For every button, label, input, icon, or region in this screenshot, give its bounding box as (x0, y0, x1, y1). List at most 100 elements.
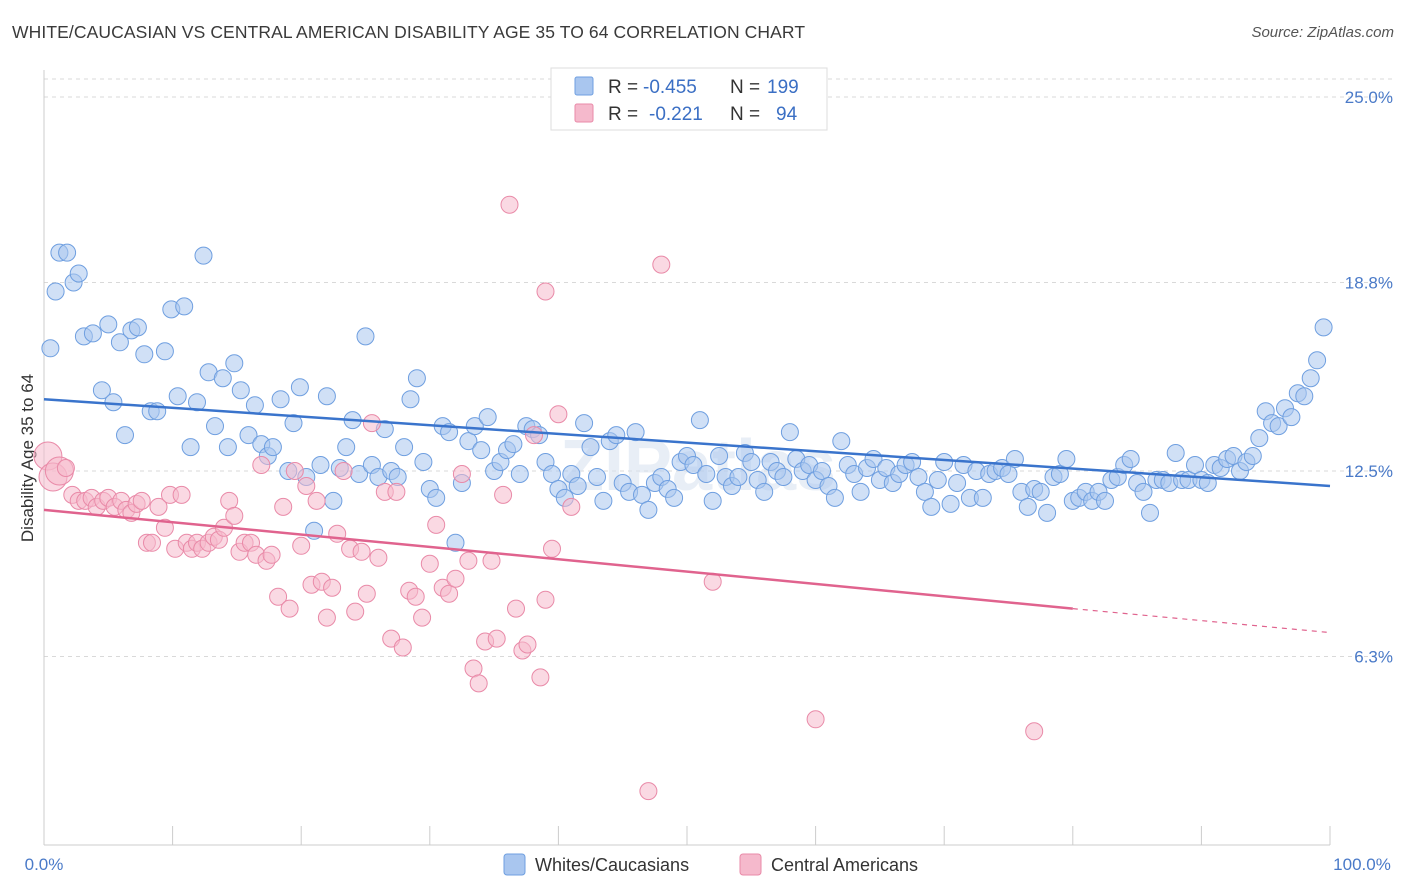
data-point (774, 468, 793, 486)
data-point (594, 491, 613, 510)
data-point (1096, 491, 1114, 510)
x-tick-label-min: 0.0% (25, 855, 64, 874)
data-point (452, 465, 471, 483)
data-point (262, 545, 281, 564)
data-point (407, 369, 426, 388)
data-point (388, 468, 407, 486)
y-tick-label: 12.5% (1345, 462, 1393, 481)
data-point (922, 497, 941, 516)
data-point (633, 485, 651, 504)
data-point (406, 587, 425, 606)
data-point (323, 578, 342, 597)
x-ticks (43, 826, 1331, 845)
data-point (1025, 722, 1044, 741)
data-point (1050, 465, 1069, 483)
data-point (324, 491, 343, 510)
data-point (427, 488, 446, 507)
data-point (536, 282, 555, 301)
data-point (155, 342, 174, 361)
data-point (1141, 503, 1159, 522)
data-point (395, 438, 414, 457)
data-point (1031, 482, 1050, 501)
data-point (494, 485, 513, 504)
data-point (948, 474, 967, 492)
data-point (469, 674, 488, 693)
data-point (56, 459, 75, 477)
data-point (369, 548, 388, 567)
data-point (935, 453, 954, 471)
data-point (684, 456, 703, 474)
data-point (252, 456, 271, 474)
data-point (999, 465, 1018, 483)
series-legend: Whites/Caucasians Central Americans (503, 853, 918, 876)
data-point (128, 318, 147, 337)
data-point (639, 782, 658, 801)
data-point (175, 297, 194, 316)
data-point (562, 497, 581, 516)
data-point (909, 468, 928, 486)
data-point (780, 423, 799, 442)
data-point (1314, 318, 1333, 337)
data-point (387, 482, 406, 501)
data-point (507, 599, 525, 618)
data-point (446, 569, 465, 588)
legend-r-value-blue: -0.455 (643, 77, 697, 98)
chart-title: WHITE/CAUCASIAN VS CENTRAL AMERICAN DISA… (12, 22, 806, 42)
data-point (446, 533, 465, 552)
data-point (172, 485, 191, 504)
correlation-legend: R = -0.455 N = 199 R = -0.221 N = 94 (550, 67, 828, 131)
data-point (478, 408, 497, 427)
data-point (132, 491, 151, 510)
data-point (271, 390, 290, 409)
data-point (110, 333, 129, 352)
data-point (307, 491, 326, 510)
data-point (504, 435, 523, 454)
source-label: Source: ZipAtlas.com (1251, 24, 1394, 41)
data-point (218, 438, 237, 457)
data-point (652, 255, 671, 274)
data-point (168, 387, 187, 406)
data-point (928, 471, 947, 489)
data-point (525, 426, 543, 445)
data-point (1038, 503, 1057, 522)
data-point (500, 195, 519, 214)
data-point (581, 438, 600, 457)
data-point (1134, 482, 1153, 501)
data-point (607, 426, 626, 445)
data-point (362, 414, 381, 433)
data-point (285, 462, 304, 480)
data-point (116, 426, 134, 445)
data-point (510, 465, 529, 483)
data-point (1243, 447, 1262, 465)
data-point (1269, 417, 1288, 436)
y-tick-label: 18.8% (1345, 274, 1393, 293)
legend-r-value-pink: -0.221 (649, 104, 703, 125)
trend-line-central-americans-extrapolated (1072, 608, 1331, 634)
data-point (104, 393, 123, 412)
data-point (213, 369, 232, 388)
data-point (531, 668, 550, 687)
data-point (317, 608, 336, 627)
data-point (225, 354, 244, 373)
data-point (690, 411, 709, 430)
data-point (710, 447, 729, 465)
data-point (414, 453, 433, 471)
trend-lines (43, 397, 1331, 634)
data-point (334, 462, 353, 480)
data-point (472, 441, 491, 460)
legend-n-value-blue: 199 (767, 77, 799, 98)
data-point (206, 417, 224, 436)
data-point (465, 417, 484, 436)
legend-swatch-blue (574, 76, 594, 96)
data-point (149, 497, 168, 516)
legend-n-label-blue: N = (730, 77, 760, 98)
data-point (1250, 429, 1269, 448)
data-point (1166, 444, 1185, 462)
grid-lines (44, 78, 1395, 658)
y-axis-label: Disability Age 35 to 64 (18, 374, 37, 542)
data-point (543, 539, 561, 558)
trend-line-central-americans (43, 508, 1073, 610)
data-point (536, 590, 555, 609)
data-point (575, 414, 594, 433)
